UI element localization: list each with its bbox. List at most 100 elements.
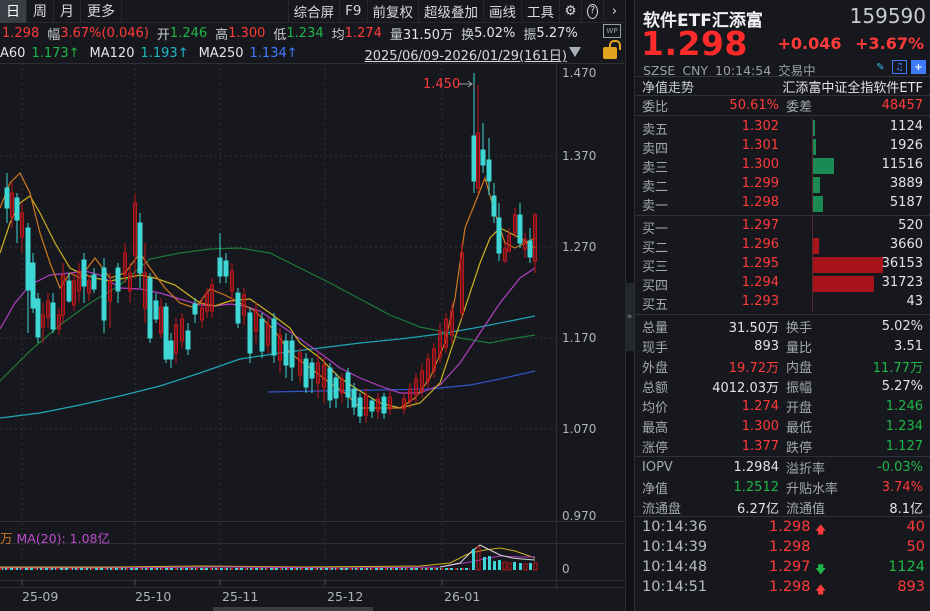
stat-value: 1.377 — [741, 438, 779, 454]
ask-row-5[interactable]: 卖五 1.302 1124 — [635, 118, 930, 138]
tick-time: 10:14:36 — [642, 519, 708, 535]
tab-month[interactable]: 月 — [54, 0, 81, 23]
tick-volume: 40 — [906, 519, 925, 535]
open-label: 开 — [156, 27, 170, 43]
bid-bar — [813, 257, 883, 273]
tick-price: 1.298 — [769, 539, 811, 555]
tab-week[interactable]: 周 — [27, 0, 54, 23]
price-change: +0.046 +3.67% — [777, 34, 924, 53]
expand-panel-button[interactable]: » — [625, 283, 634, 351]
stat-label: 振幅 — [786, 380, 813, 396]
volume-label: 量 — [389, 27, 403, 43]
ask-row-2[interactable]: 卖二 1.299 3889 — [635, 175, 930, 195]
edit-icon[interactable]: ✎ — [876, 61, 885, 73]
ma60-label: A60 — [0, 45, 26, 61]
bid-row-4[interactable]: 买四 1.294 31723 — [635, 274, 930, 294]
ask-bar — [813, 139, 816, 155]
kline-panel: 日 周 月 更多 综合屏 F9 前复权 超级叠加 画线 工具 ⚙ ? › 1.2… — [0, 0, 625, 611]
quote-time: 10:14:54 — [715, 63, 772, 78]
tick-volume: 893 — [897, 579, 925, 595]
bid-row-1[interactable]: 买一 1.297 520 — [635, 217, 930, 237]
stat-label: 现手 — [642, 340, 669, 356]
change-percent: +3.67% — [855, 34, 924, 53]
help-icon[interactable]: ? — [581, 0, 603, 23]
ask-label: 卖二 — [642, 180, 669, 195]
ask-label: 卖四 — [642, 142, 669, 157]
order-ratio-row: 委比 50.61% 委差 48457 — [635, 95, 930, 115]
stat-row: 现手 893 量比 3.51 — [635, 336, 930, 356]
stat-value: 1.300 — [741, 418, 779, 434]
bid-row-2[interactable]: 买二 1.296 3660 — [635, 236, 930, 256]
caret-down-icon[interactable] — [569, 47, 581, 57]
trading-status: 交易中 — [778, 63, 816, 78]
gear-icon[interactable]: ⚙ — [559, 0, 581, 23]
stat-value: 3.51 — [894, 338, 923, 354]
market-meta: SZSE CNY 10:14:54 交易中 — [643, 60, 816, 79]
horizontal-scrollbar[interactable] — [213, 607, 373, 611]
arrow-down-icon: 🡇 — [815, 563, 827, 576]
ask-label: 卖五 — [642, 123, 669, 138]
stat-row: 总额 4012.03万 振幅 5.27% — [635, 376, 930, 396]
stat-value: 5.27% — [881, 378, 923, 394]
etf-row: 流通盘 6.27亿 流通值 8.1亿 — [635, 497, 930, 517]
etf-value: 6.27亿 — [737, 501, 779, 517]
low-value: 1.234 — [286, 25, 324, 41]
peak-label: 1.450 — [423, 77, 461, 92]
security-code: 159590 — [849, 4, 926, 28]
stat-row: 涨停 1.377 跌停 1.127 — [635, 436, 930, 456]
tick-row: 10:14:36 1.298 🡅 40 — [635, 519, 930, 539]
etf-row: IOPV 1.2984 溢折率 -0.03% — [635, 457, 930, 477]
draw-button[interactable]: 画线 — [483, 0, 521, 23]
stat-value: 1.127 — [885, 438, 923, 454]
y-tick-1170: 1.170 — [562, 331, 597, 345]
security-name: 软件ETF汇添富 — [643, 11, 763, 31]
stat-label: 均价 — [642, 400, 669, 416]
tab-more[interactable]: 更多 — [81, 0, 122, 23]
x-tick-2510: 25-10 — [135, 589, 172, 604]
kline-chart[interactable] — [0, 63, 625, 611]
volume-zero-tick: 0 — [562, 562, 570, 576]
bid-row-3[interactable]: 买三 1.295 36153 — [635, 255, 930, 275]
tick-time: 10:14:48 — [642, 559, 708, 575]
high-value: 1.300 — [228, 25, 266, 41]
ask-row-4[interactable]: 卖四 1.301 1926 — [635, 137, 930, 157]
stat-label: 涨停 — [642, 440, 669, 456]
change-value: 3.67%(0.046) — [60, 25, 149, 41]
alert-bell-icon[interactable]: ♫ — [892, 60, 907, 74]
add-watchlist-icon[interactable]: + — [911, 60, 926, 74]
wp-icon[interactable]: WP — [603, 24, 621, 38]
ask-row-1[interactable]: 卖一 1.298 5187 — [635, 194, 930, 214]
ma120-value: 1.193↑ — [140, 45, 189, 61]
stat-label: 换手 — [786, 320, 813, 336]
ask-bar — [813, 120, 815, 136]
overlay-button[interactable]: 超级叠加 — [418, 0, 483, 23]
quote-bar: 1.298 幅 3.67%(0.046) 开 1.246 高 1.300 低 1… — [0, 23, 625, 43]
tools-button[interactable]: 工具 — [521, 0, 559, 23]
f9-button[interactable]: F9 — [339, 0, 366, 23]
nav-trend-link[interactable]: 净值走势 — [642, 80, 695, 96]
stat-value: 19.72万 — [728, 360, 779, 376]
bid-volume: 31723 — [881, 275, 923, 290]
unlock-icon[interactable] — [603, 40, 621, 59]
tick-price: 1.298 — [769, 519, 811, 535]
bid-row-5[interactable]: 买五 1.293 43 — [635, 293, 930, 313]
ask-volume: 1124 — [889, 119, 923, 134]
currency: CNY — [682, 63, 709, 78]
amplitude-value: 5.27% — [536, 25, 578, 41]
weibi-label: 委比 — [642, 99, 669, 115]
tab-day[interactable]: 日 — [0, 0, 27, 23]
overview-button[interactable]: 综合屏 — [287, 0, 340, 23]
bid-price: 1.296 — [741, 237, 779, 252]
date-range[interactable]: 2025/06/09-2026/01/29(161日) — [364, 49, 567, 64]
bid-label: 买二 — [642, 241, 669, 256]
ask-volume: 3889 — [889, 176, 923, 191]
stat-value: 1.234 — [885, 418, 923, 434]
tick-price: 1.298 — [769, 579, 811, 595]
ask-price: 1.300 — [741, 157, 779, 172]
chevron-right-icon[interactable]: › — [603, 0, 625, 23]
stat-label: 内盘 — [786, 360, 813, 376]
ask-row-3[interactable]: 卖三 1.300 11516 — [635, 156, 930, 176]
adjust-button[interactable]: 前复权 — [366, 0, 419, 23]
stat-label: 最高 — [642, 420, 669, 436]
